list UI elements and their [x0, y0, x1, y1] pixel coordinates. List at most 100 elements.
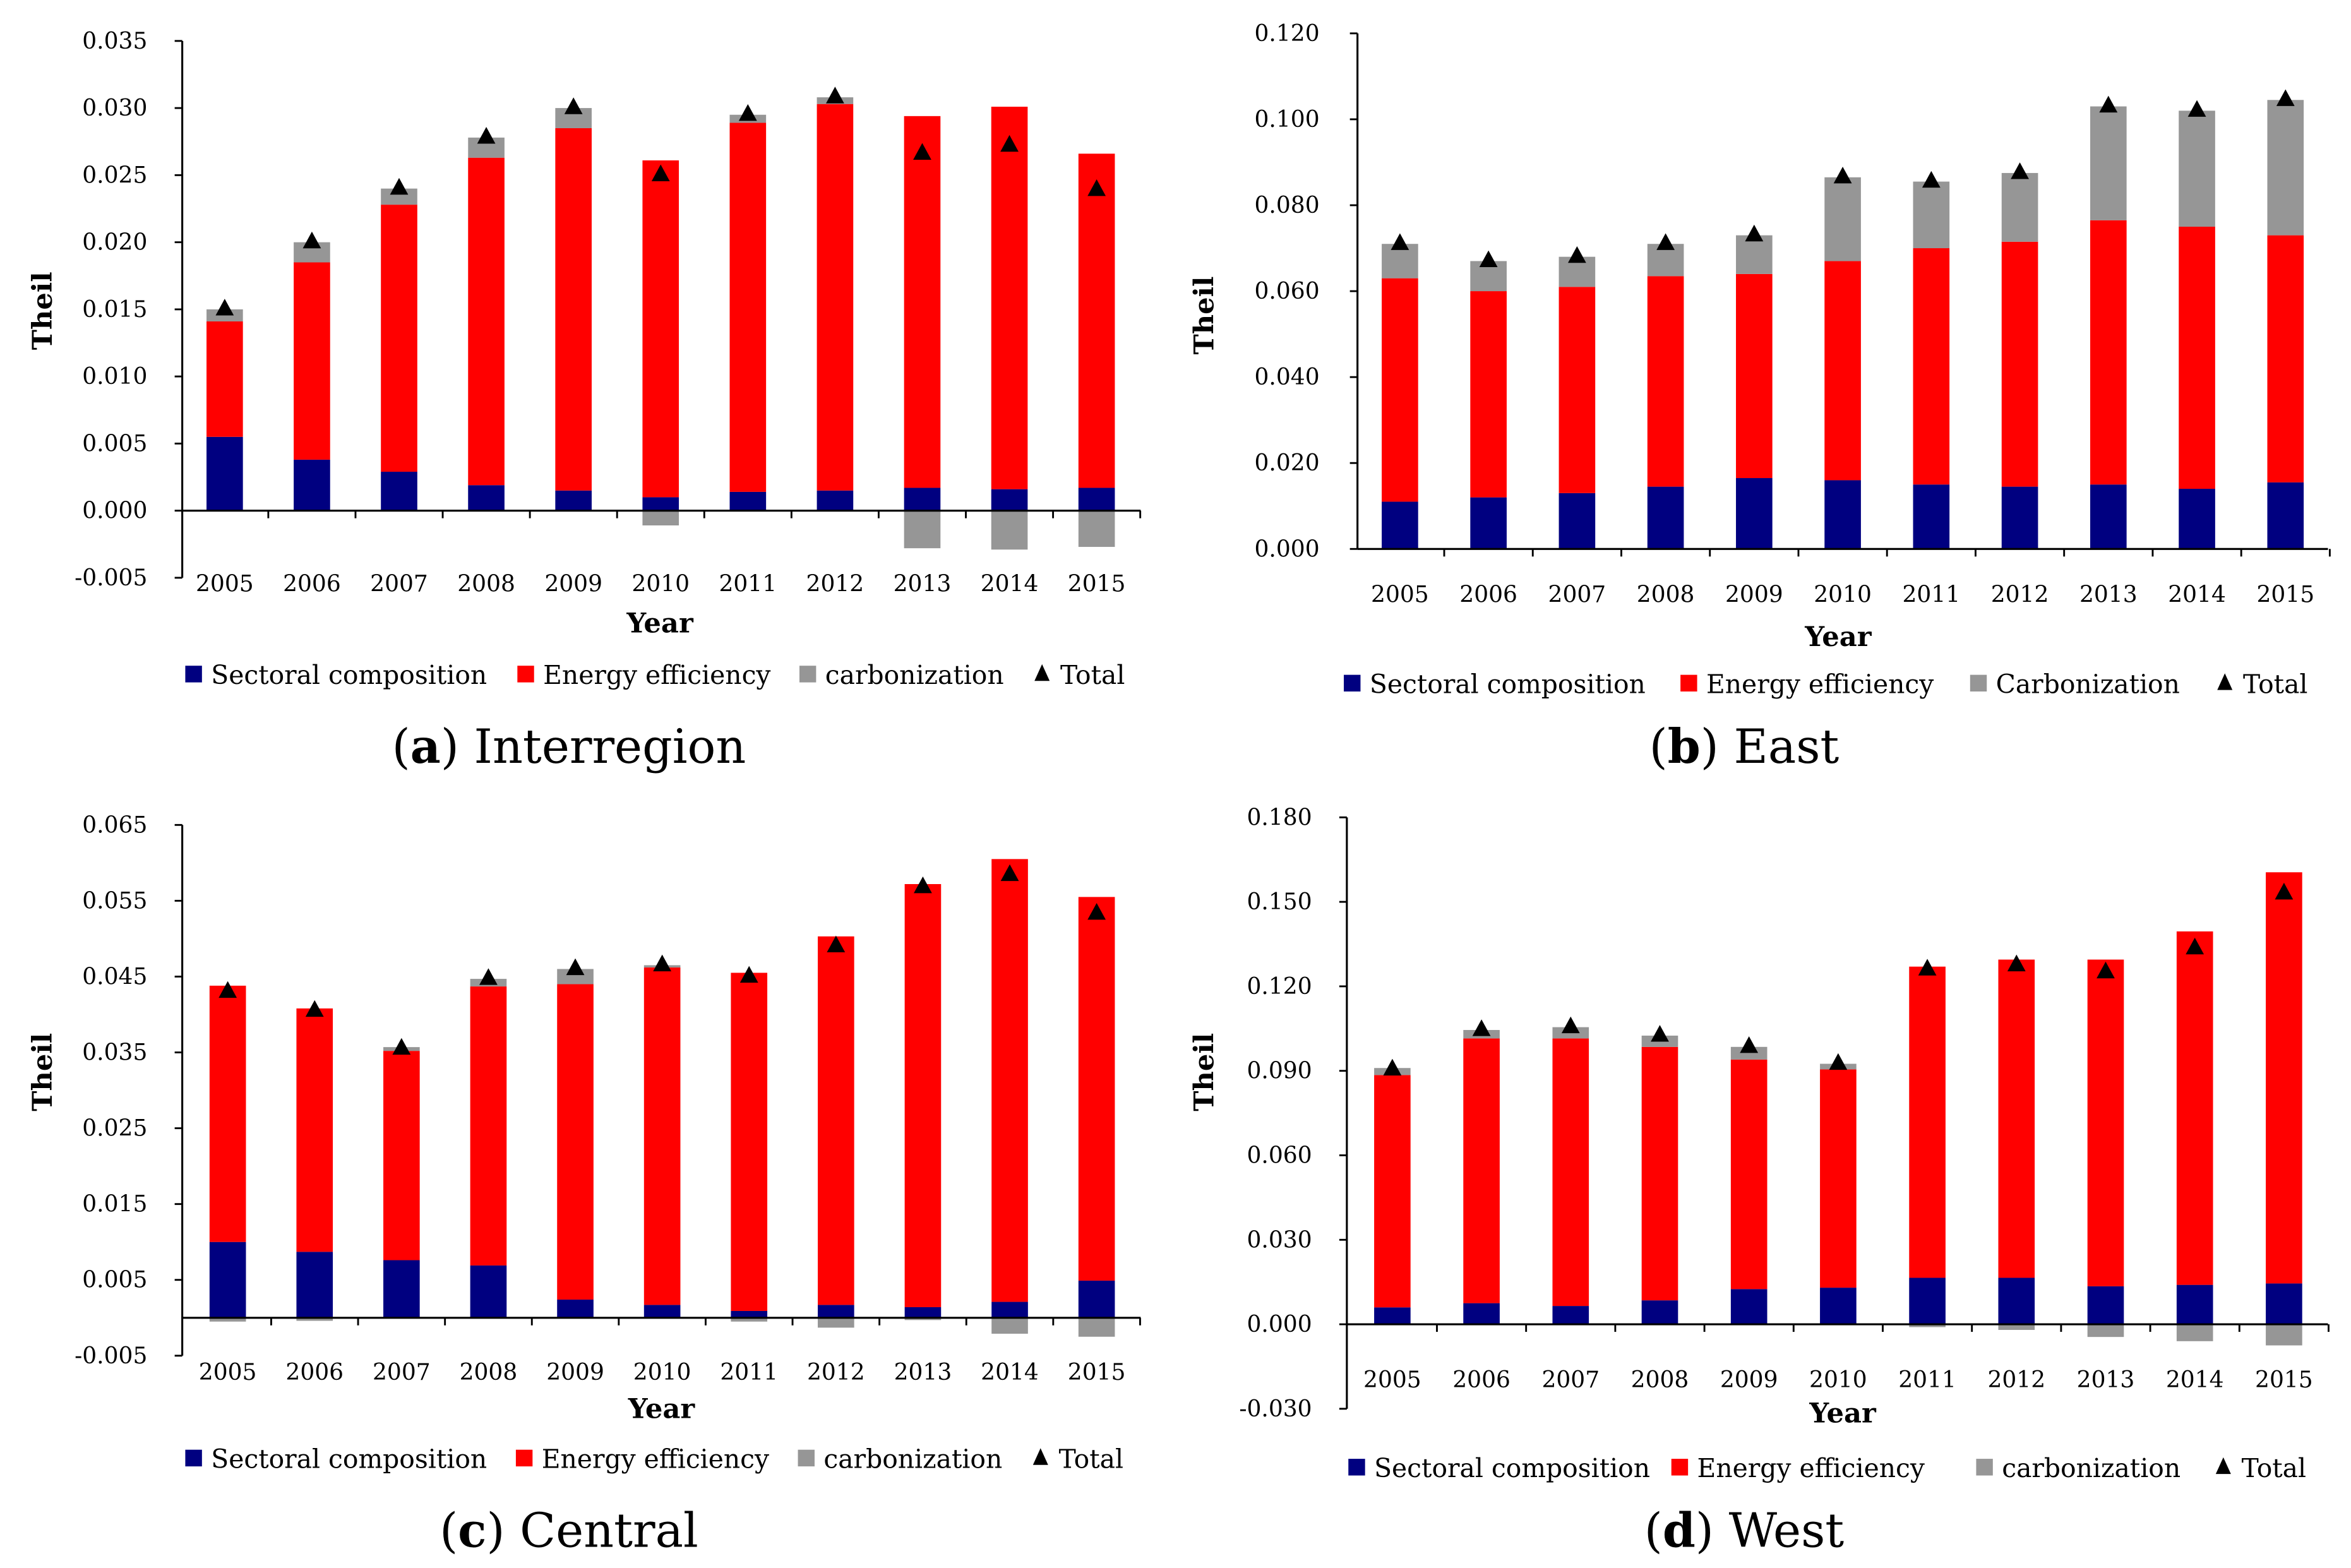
bar-energy-efficiency	[468, 157, 505, 486]
x-tick-label: 2008	[460, 1360, 518, 1385]
x-tick-label: 2009	[1725, 582, 1783, 607]
bar-carbonization	[1998, 1324, 2035, 1330]
bar-energy-efficiency	[1463, 1038, 1500, 1303]
bar-energy-efficiency	[1078, 153, 1115, 488]
bar-energy-efficiency	[2267, 235, 2304, 482]
legend-triangle-icon	[1032, 1448, 1048, 1465]
legend-label: Carbonization	[1996, 669, 2180, 699]
bar-sectoral-composition	[731, 1310, 768, 1318]
bar-sectoral-composition	[2267, 482, 2304, 549]
total-marker	[1651, 1025, 1669, 1042]
y-tick-label: 0.020	[82, 230, 147, 256]
legend: Sectoral composition Energy efficiency car…	[1348, 1453, 2306, 1483]
bar-sectoral-composition	[381, 472, 417, 511]
chart-panel-a: -0.005 0.000 0.005 0.010 0.015 0.020 0.025 0.03…	[27, 28, 1142, 774]
y-tick-label: -0.005	[75, 1343, 147, 1369]
x-tick-label: 2005	[196, 572, 254, 597]
bar-sectoral-composition	[1647, 486, 1684, 549]
x-tick-label: 2010	[1814, 582, 1872, 607]
bar-sectoral-composition	[294, 459, 330, 511]
bar-energy-efficiency	[643, 967, 681, 1305]
bar-carbonization	[904, 1317, 942, 1320]
legend-swatch	[185, 666, 202, 683]
legend: Sectoral composition Energy efficiency Car…	[1344, 669, 2307, 699]
x-tick-label: 2015	[1068, 1360, 1126, 1385]
bar-sectoral-composition	[2001, 486, 2038, 549]
legend-label: Total	[2243, 669, 2307, 699]
caption-title: Interregion	[474, 719, 746, 774]
y-tick-label: 0.120	[1255, 21, 1320, 47]
x-tick-label: 2010	[633, 1360, 691, 1385]
bar-sectoral-composition	[1641, 1300, 1678, 1325]
legend-label: carbonization	[2002, 1453, 2181, 1483]
caption-title: West	[1729, 1503, 1845, 1558]
bar-carbonization	[296, 1317, 333, 1321]
caption-letter: b	[1668, 719, 1701, 774]
total-marker	[1656, 233, 1675, 250]
chart-panel-d: -0.030 0.000 0.030 0.060 0.090 0.120 0.150 0.18…	[1188, 805, 2330, 1558]
bar-carbonization	[2001, 172, 2038, 242]
x-tick-label: 2011	[720, 1360, 778, 1385]
bar-energy-efficiency	[1909, 966, 1946, 1278]
x-tick-label: 2005	[1371, 582, 1429, 607]
bar-carbonization	[1913, 181, 1950, 249]
bar-energy-efficiency	[383, 1051, 420, 1260]
y-tick-label: 0.180	[1247, 805, 1312, 830]
total-marker	[1087, 179, 1106, 196]
y-tick-label: 0.030	[82, 95, 147, 121]
bar-energy-efficiency	[381, 205, 417, 472]
total-marker	[1567, 246, 1586, 263]
x-tick-label: 2009	[546, 1360, 604, 1385]
y-tick-label: 0.000	[1255, 536, 1320, 562]
bar-sectoral-composition	[642, 497, 679, 511]
bar-sectoral-composition	[1909, 1278, 1946, 1325]
x-tick-label: 2015	[2256, 582, 2314, 607]
caption-paren: )	[1696, 1503, 1729, 1558]
bar-energy-efficiency	[1470, 291, 1507, 498]
legend-swatch	[1970, 674, 1987, 692]
bar-sectoral-composition	[2179, 489, 2215, 549]
x-tick-label: 2013	[2077, 1367, 2135, 1393]
caption-paren: (	[440, 1503, 458, 1558]
y-tick-label: 0.055	[82, 888, 147, 914]
bar-energy-efficiency	[1730, 1059, 1768, 1290]
x-tick-label: 2006	[285, 1360, 344, 1385]
x-tick-label: 2007	[373, 1360, 431, 1385]
bar-energy-efficiency	[2001, 241, 2038, 487]
bar-energy-efficiency	[1374, 1075, 1411, 1308]
bar-energy-efficiency	[2176, 931, 2213, 1285]
caption-paren: )	[441, 719, 474, 774]
bar-sectoral-composition	[1824, 480, 1861, 549]
y-tick-label: 0.035	[82, 28, 147, 54]
bar-energy-efficiency	[1913, 248, 1950, 485]
x-tick-label: 2011	[719, 572, 777, 597]
legend-label: Energy efficiency	[543, 660, 770, 690]
x-tick-label: 2013	[894, 572, 952, 597]
bar-energy-efficiency	[1998, 959, 2035, 1278]
x-tick-label: 2014	[981, 572, 1039, 597]
bar-sectoral-composition	[1913, 484, 1950, 549]
x-tick-label: 2008	[1637, 582, 1695, 607]
bar-sectoral-composition	[643, 1305, 681, 1318]
legend-label: Sectoral composition	[211, 660, 487, 690]
bar-sectoral-composition	[296, 1252, 333, 1318]
bar-sectoral-composition	[1730, 1289, 1768, 1325]
bar-sectoral-composition	[1078, 1280, 1115, 1318]
bar-sectoral-composition	[1998, 1278, 2035, 1325]
legend-label: Total	[1059, 1444, 1123, 1475]
total-marker	[479, 968, 498, 985]
total-marker	[2187, 100, 2206, 117]
total-marker	[2276, 89, 2295, 106]
x-tick-label: 2012	[807, 1360, 865, 1385]
total-marker	[1829, 1053, 1848, 1070]
y-axis-title: Theil	[1188, 277, 1221, 355]
total-marker	[1000, 864, 1019, 882]
x-tick-label: 2005	[1363, 1367, 1421, 1393]
bar-sectoral-composition	[1736, 478, 1773, 549]
y-tick-label: 0.035	[82, 1040, 147, 1066]
legend-label: Total	[1060, 660, 1125, 690]
bar-energy-efficiency	[2266, 872, 2302, 1284]
bar-energy-efficiency	[1736, 273, 1773, 479]
bar-sectoral-composition	[1463, 1303, 1500, 1325]
